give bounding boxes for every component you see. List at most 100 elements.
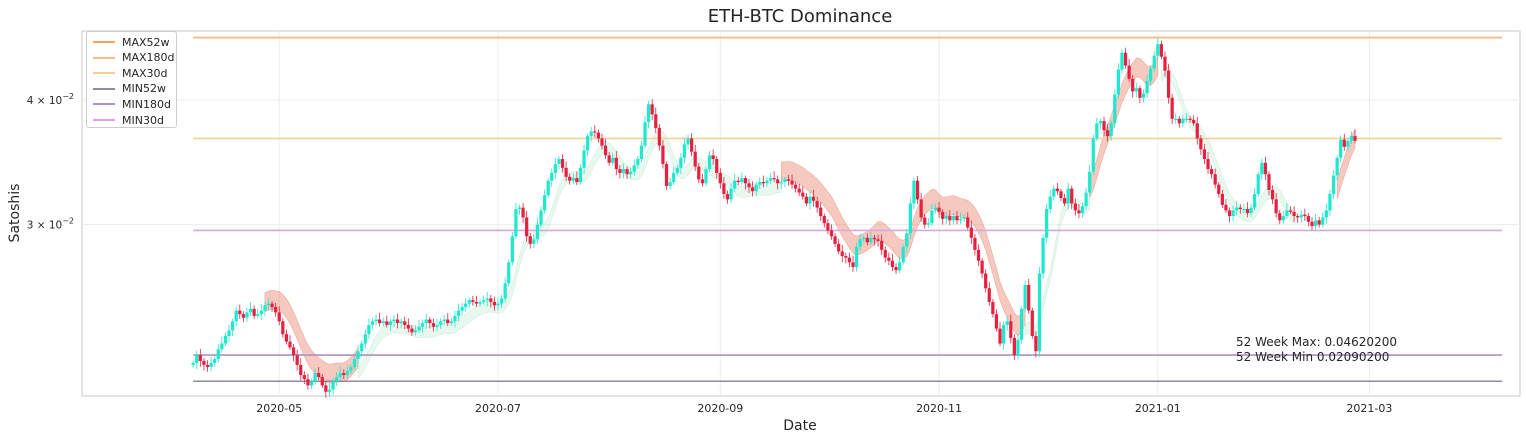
candle-body bbox=[1242, 209, 1246, 211]
candle-body bbox=[718, 172, 722, 184]
candle-body bbox=[994, 314, 999, 329]
candle-body bbox=[302, 375, 306, 380]
candle-body bbox=[1045, 209, 1049, 238]
candle-body bbox=[471, 300, 475, 302]
candle-body bbox=[1213, 174, 1217, 185]
candle-body bbox=[378, 319, 382, 324]
candle-body bbox=[1084, 192, 1088, 207]
candle-body bbox=[1274, 199, 1278, 214]
candle-body bbox=[306, 379, 310, 386]
candle-body bbox=[503, 283, 507, 299]
candle-body bbox=[370, 321, 375, 325]
candle-body bbox=[535, 224, 540, 240]
candle-body bbox=[435, 324, 439, 327]
candle-body bbox=[664, 164, 669, 186]
candle-body bbox=[1256, 174, 1260, 194]
candle-body bbox=[1328, 193, 1332, 211]
candle-body bbox=[811, 196, 816, 201]
candle-body bbox=[1166, 70, 1171, 98]
candle-body bbox=[872, 237, 877, 240]
candle-body bbox=[338, 373, 342, 378]
candle-body bbox=[926, 223, 930, 225]
candle-body bbox=[345, 370, 349, 376]
candle-body bbox=[1195, 123, 1199, 139]
candle-body bbox=[600, 138, 604, 146]
candle-body bbox=[274, 307, 278, 313]
candle-body bbox=[733, 180, 737, 189]
legend-item-min52w: MIN52w bbox=[93, 81, 166, 97]
candle-body bbox=[1098, 121, 1103, 124]
candle-body bbox=[514, 209, 518, 237]
candle-body bbox=[1249, 207, 1253, 214]
candle-body bbox=[1267, 174, 1271, 190]
candle-body bbox=[1012, 337, 1016, 356]
candle-body bbox=[367, 324, 371, 335]
candle-body bbox=[499, 298, 504, 304]
candle-body bbox=[438, 321, 443, 325]
candle-body bbox=[421, 323, 425, 327]
candle-body bbox=[1027, 284, 1031, 311]
candle-body bbox=[1177, 118, 1181, 124]
candle-body bbox=[1062, 198, 1067, 204]
candle-body bbox=[675, 167, 679, 173]
candle-body bbox=[460, 307, 464, 311]
legend-label: MAX52w bbox=[122, 35, 170, 49]
candle-body bbox=[266, 303, 271, 306]
candle-body bbox=[621, 169, 626, 173]
candle-body bbox=[1059, 191, 1063, 199]
candle-body bbox=[758, 182, 762, 185]
candle-body bbox=[890, 260, 895, 268]
candle-body bbox=[1105, 130, 1110, 137]
candle-body bbox=[1102, 121, 1106, 131]
candle-body bbox=[202, 360, 206, 365]
candle-body bbox=[1260, 162, 1264, 175]
candle-body bbox=[693, 151, 697, 167]
legend-swatch bbox=[93, 56, 115, 59]
candle-body bbox=[482, 300, 486, 302]
candle-body bbox=[521, 207, 525, 218]
candle-body bbox=[388, 321, 393, 325]
candle-body bbox=[385, 321, 389, 325]
candle-body bbox=[525, 217, 529, 237]
candle-body bbox=[887, 257, 891, 261]
candle-body bbox=[456, 310, 461, 316]
candle-body bbox=[779, 182, 783, 184]
candle-body bbox=[220, 343, 224, 350]
candle-body bbox=[403, 321, 407, 325]
candle-body bbox=[650, 104, 654, 115]
candle-body bbox=[593, 131, 597, 133]
candle-body bbox=[496, 303, 500, 306]
candle-body bbox=[1288, 210, 1293, 212]
candle-body bbox=[331, 381, 335, 390]
candle-body bbox=[858, 239, 862, 247]
candle-body bbox=[729, 188, 733, 200]
candle-body bbox=[453, 315, 457, 322]
candle-body bbox=[259, 310, 263, 315]
candle-body bbox=[822, 216, 826, 224]
candle-body bbox=[754, 184, 758, 192]
candle-body bbox=[489, 298, 493, 302]
candle-body bbox=[833, 236, 837, 244]
candle-body bbox=[238, 310, 242, 315]
x-tick-label: 2020-09 bbox=[697, 402, 743, 415]
candle-body bbox=[209, 362, 213, 367]
legend-swatch bbox=[93, 87, 115, 90]
candle-body bbox=[1339, 139, 1343, 158]
candle-body bbox=[467, 300, 471, 304]
candle-body bbox=[1292, 211, 1296, 217]
candle-body bbox=[819, 207, 823, 217]
candle-body bbox=[603, 145, 608, 156]
candle-body bbox=[837, 243, 841, 252]
candle-body bbox=[1174, 118, 1178, 120]
candle-body bbox=[1253, 193, 1257, 208]
candle-body bbox=[682, 144, 687, 158]
candle-body bbox=[1331, 175, 1336, 194]
candle-body bbox=[1310, 221, 1314, 227]
candle-body bbox=[808, 196, 812, 204]
candle-body bbox=[948, 216, 952, 221]
candle-body bbox=[1023, 284, 1027, 309]
candle-body bbox=[1088, 171, 1092, 193]
candles bbox=[191, 37, 1357, 398]
candle-body bbox=[356, 351, 360, 360]
candle-body bbox=[464, 303, 468, 308]
